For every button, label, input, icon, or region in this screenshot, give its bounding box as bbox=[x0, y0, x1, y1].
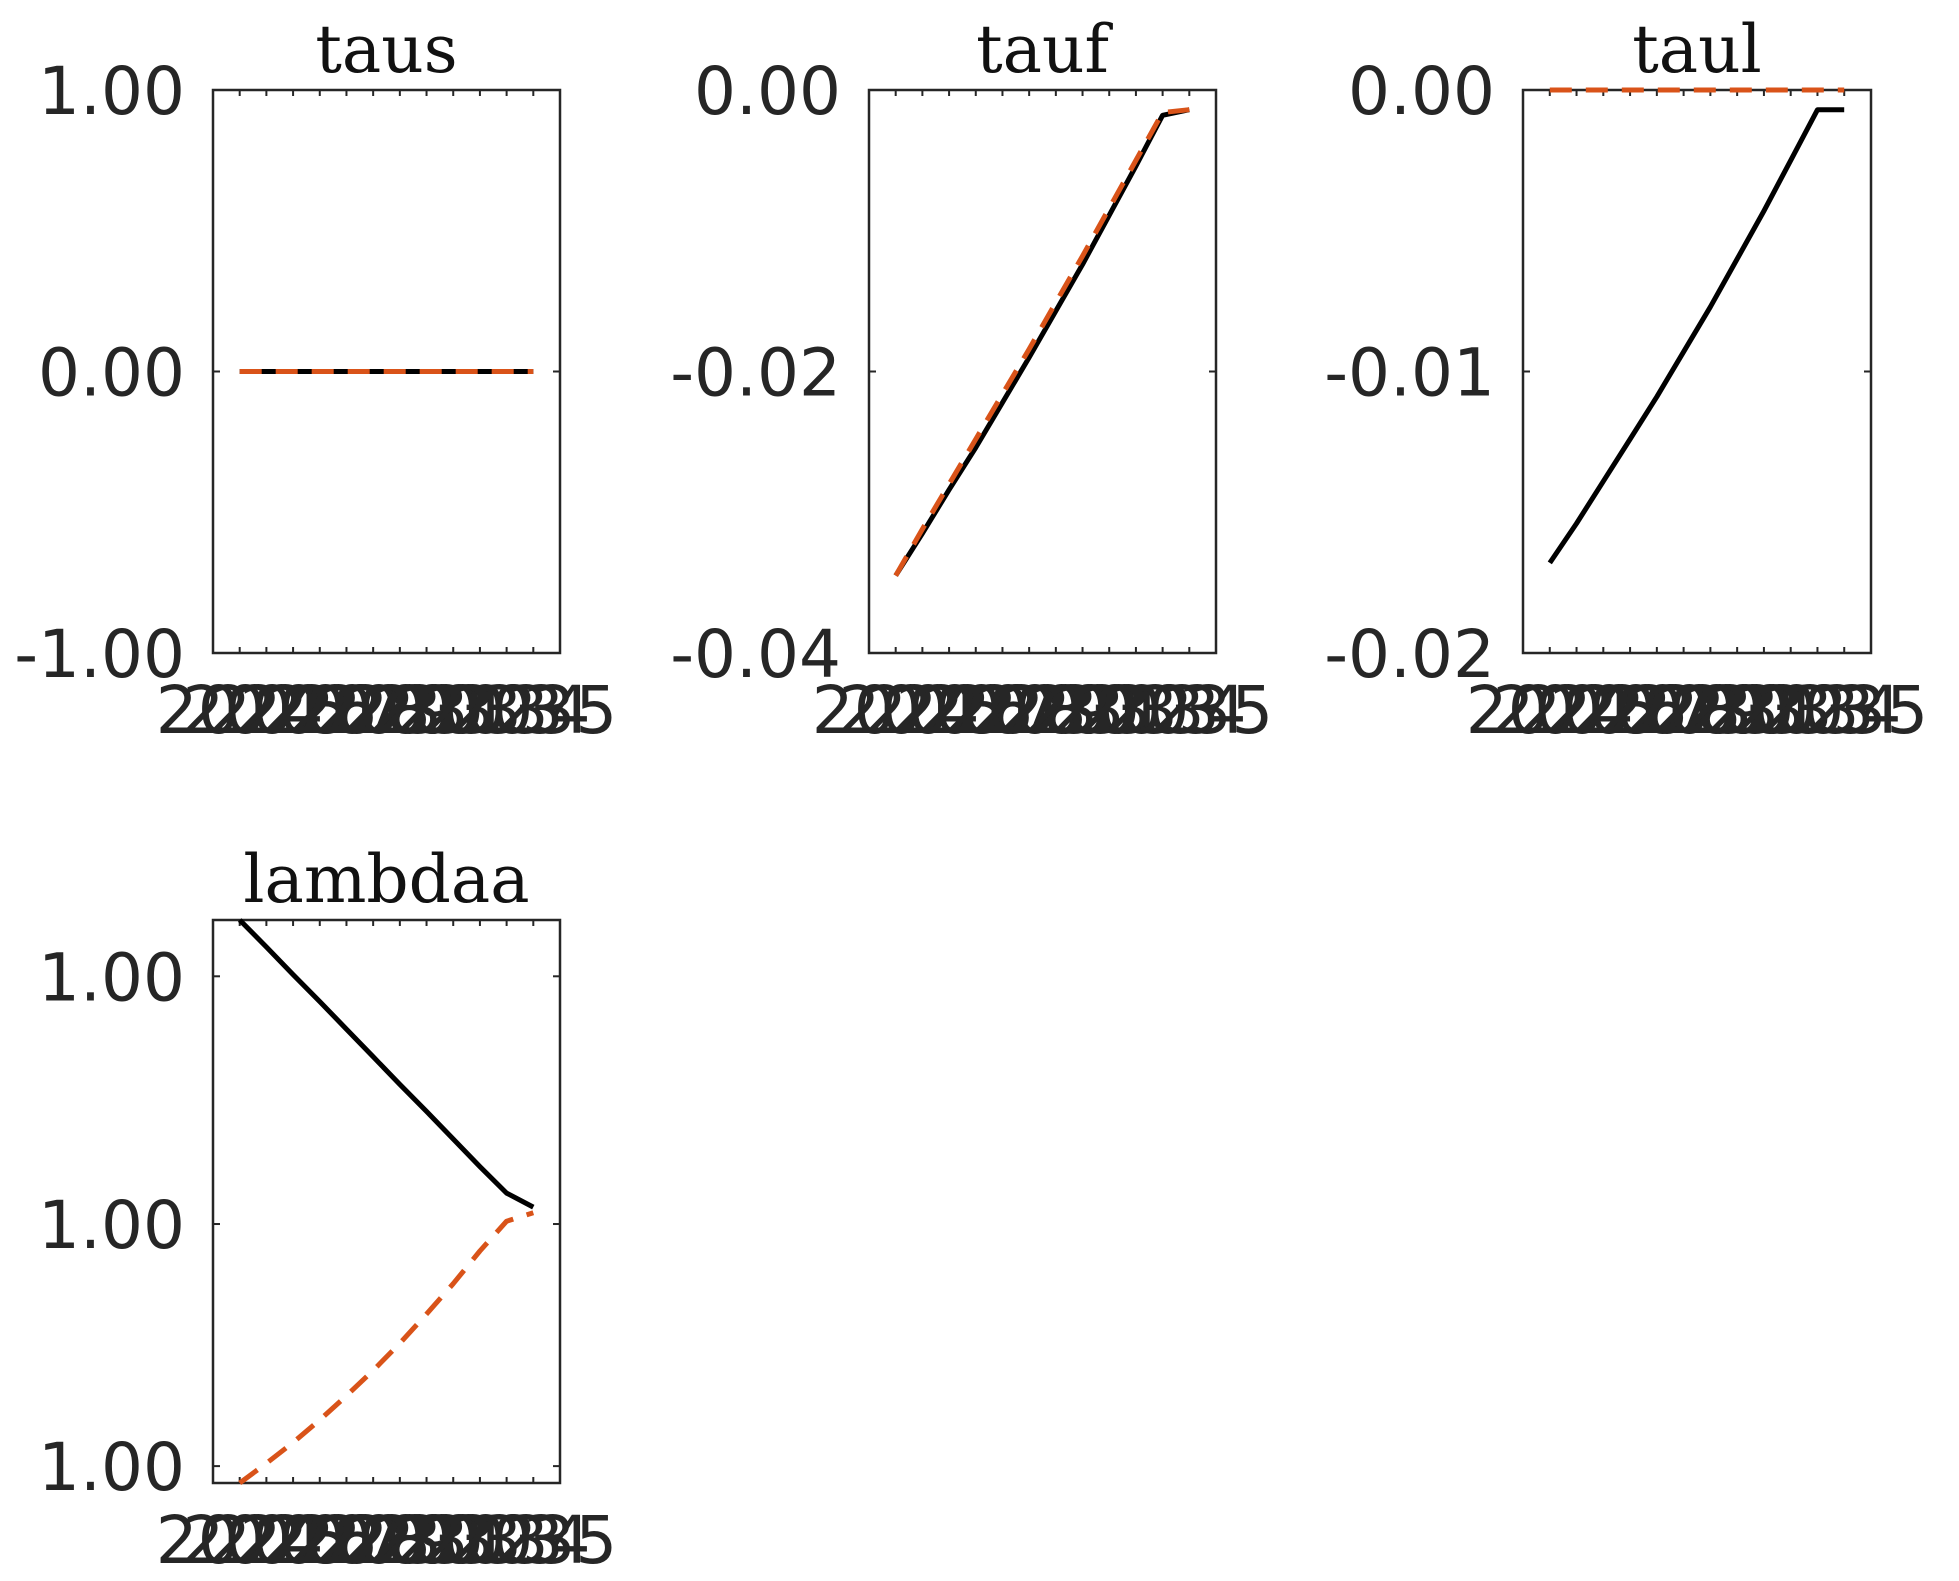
x-tick-label: 2035 bbox=[1760, 672, 1928, 749]
plot-area bbox=[211, 918, 562, 1485]
x-tick-label: 2025 bbox=[838, 672, 1006, 749]
series-line-solid bbox=[1547, 107, 1845, 565]
y-tick-label: 1.00 bbox=[38, 53, 185, 130]
x-tick-label: 2029 bbox=[1600, 672, 1768, 749]
y-tick-label: -0.01 bbox=[1324, 335, 1495, 412]
subplot-title: tauf bbox=[976, 11, 1113, 88]
x-tick-label: 2032 bbox=[1025, 672, 1193, 749]
x-tick-label: 2031 bbox=[343, 672, 511, 749]
series-line-dashed bbox=[893, 107, 1190, 577]
series-line-dashed bbox=[238, 1210, 535, 1486]
x-tick-label: 2027 bbox=[236, 672, 404, 749]
x-tick-label: 2026 bbox=[209, 672, 377, 749]
x-tick-label: 2030 bbox=[972, 672, 1140, 749]
x-tick-label: 2025 bbox=[182, 1502, 350, 1579]
x-tick-label: 2029 bbox=[945, 672, 1113, 749]
x-tick-label: 2031 bbox=[1653, 672, 1821, 749]
series-line-solid bbox=[237, 918, 535, 1210]
x-tick-label: 2027 bbox=[1546, 672, 1714, 749]
x-tick-label: 2026 bbox=[1519, 672, 1687, 749]
x-tick-label: 2030 bbox=[316, 1502, 484, 1579]
y-tick-label: 0.00 bbox=[1348, 53, 1495, 130]
x-tick-label: 2025 bbox=[182, 672, 350, 749]
x-tick-label: 2033 bbox=[396, 672, 564, 749]
x-tick-label: 2031 bbox=[343, 1502, 511, 1579]
subplot-taus: taus 202420252026202720282029203020312032… bbox=[14, 11, 617, 749]
subplot-title: lambdaa bbox=[243, 841, 529, 918]
y-tick-label: -0.02 bbox=[670, 335, 841, 412]
plot-area bbox=[867, 88, 1218, 655]
x-tick-label: 2024 bbox=[156, 1502, 324, 1579]
x-tick-label: 2024 bbox=[156, 672, 324, 749]
y-tick-label: 1.00 bbox=[38, 1187, 185, 1264]
x-tick-label: 2034 bbox=[423, 672, 591, 749]
x-tick-label: 2033 bbox=[1707, 672, 1875, 749]
x-tick-label: 2035 bbox=[449, 672, 617, 749]
x-tick-label: 2030 bbox=[1626, 672, 1794, 749]
x-tick-label: 2035 bbox=[449, 1502, 617, 1579]
x-tick-label: 2035 bbox=[1105, 672, 1273, 749]
x-tick-label: 2028 bbox=[262, 1502, 430, 1579]
x-tick-label: 2033 bbox=[1052, 672, 1220, 749]
x-tick-label: 2025 bbox=[1493, 672, 1661, 749]
plot-area bbox=[1521, 88, 1873, 655]
subplot-title: taul bbox=[1632, 11, 1762, 88]
x-tick-label: 2032 bbox=[1680, 672, 1848, 749]
y-tick-label: 1.00 bbox=[38, 939, 185, 1016]
x-tick-label: 2029 bbox=[289, 1502, 457, 1579]
x-tick-label: 2029 bbox=[289, 672, 457, 749]
y-tick-label: 1.00 bbox=[38, 1429, 185, 1506]
y-tick-label: 0.00 bbox=[694, 53, 841, 130]
x-tick-label: 2034 bbox=[1079, 672, 1247, 749]
x-tick-label: 2032 bbox=[369, 1502, 537, 1579]
x-tick-label: 2026 bbox=[209, 1502, 377, 1579]
x-tick-label: 2034 bbox=[1733, 672, 1901, 749]
x-tick-label: 2030 bbox=[316, 672, 484, 749]
y-tick-label: -1.00 bbox=[14, 616, 185, 693]
subplot-title: taus bbox=[315, 11, 457, 88]
y-tick-label: -0.04 bbox=[670, 616, 841, 693]
subplot-taul: taul 202420252026202720282029203020312032… bbox=[1324, 11, 1928, 749]
x-tick-label: 2028 bbox=[1573, 672, 1741, 749]
x-tick-label: 2024 bbox=[1466, 672, 1634, 749]
x-tick-label: 2026 bbox=[865, 672, 1033, 749]
y-tick-label: 0.00 bbox=[38, 335, 185, 412]
x-tick-label: 2027 bbox=[892, 672, 1060, 749]
x-tick-label: 2031 bbox=[999, 672, 1167, 749]
x-tick-label: 2033 bbox=[396, 1502, 564, 1579]
x-tick-label: 2028 bbox=[918, 672, 1086, 749]
x-tick-label: 2028 bbox=[262, 672, 430, 749]
subplot-tauf: tauf 202420252026202720282029203020312032… bbox=[670, 11, 1273, 749]
x-tick-label: 2024 bbox=[812, 672, 980, 749]
subplot-lambdaa: lambdaa 202420252026202720282029203020312… bbox=[38, 841, 617, 1579]
x-tick-label: 2027 bbox=[236, 1502, 404, 1579]
x-tick-label: 2032 bbox=[369, 672, 537, 749]
y-tick-label: -0.02 bbox=[1324, 616, 1495, 693]
x-tick-label: 2034 bbox=[423, 1502, 591, 1579]
